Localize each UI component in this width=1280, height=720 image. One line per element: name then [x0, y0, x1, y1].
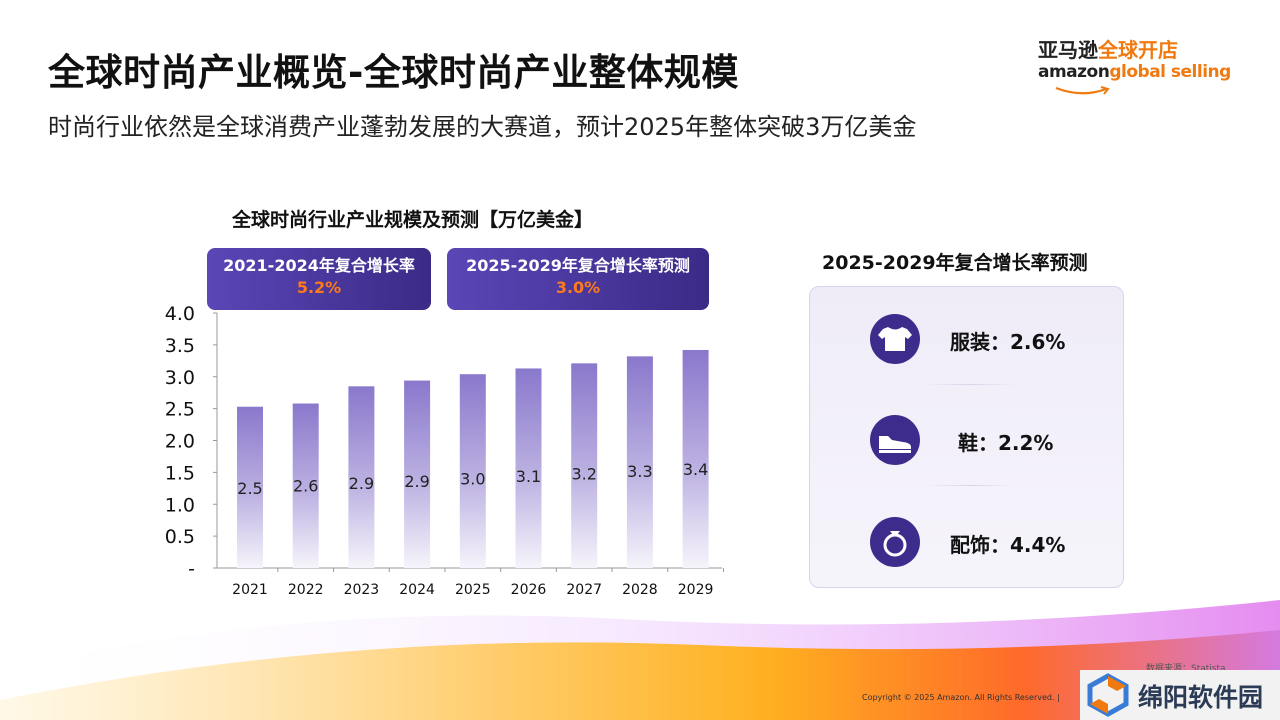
shoe-icon: [870, 415, 920, 465]
bar-2029: [682, 349, 709, 568]
data-label: 3.4: [683, 460, 708, 479]
bar-2023: [348, 386, 375, 568]
x-tick-label: 2026: [511, 582, 547, 598]
watermark-text: 绵阳软件园: [1138, 683, 1264, 712]
bar-chart: - 0.5 1.0 1.5 2.0 2.5 3.0 3.5 4.0 2.5 2021 2.6 2022…: [165, 303, 724, 598]
y-tick-label: 1.0: [165, 494, 195, 516]
category-cagr-panel: 服装：2.6% 鞋：2.2% 配饰：4.4%: [809, 286, 1124, 588]
y-tick-label: 2.5: [165, 399, 195, 421]
x-tick-label: 2021: [232, 582, 268, 598]
x-tick-label: 2027: [566, 582, 602, 598]
category-label: 配饰：4.4%: [950, 533, 1066, 557]
y-tick-label: 2.0: [165, 431, 195, 453]
bar-2021: [237, 406, 263, 568]
data-label: 3.1: [516, 467, 541, 486]
ring-icon: [870, 517, 920, 567]
y-tick-label: -: [188, 558, 195, 580]
logo-en-part1: amazon: [1038, 62, 1110, 82]
x-tick-label: 2028: [622, 582, 658, 598]
divider: [925, 485, 1015, 486]
page-subtitle: 时尚行业依然是全球消费产业蓬勃发展的大赛道，预计2025年整体突破3万亿美金: [48, 113, 917, 141]
watermark-logo-icon: [1087, 673, 1129, 717]
category-item-shoes: 鞋：2.2%: [810, 410, 1123, 470]
x-tick-label: 2029: [678, 582, 714, 598]
logo-en-part2: global selling: [1109, 62, 1231, 82]
cagr-label: 2025-2029年复合增长率预测: [466, 256, 690, 275]
chart-title: 全球时尚行业产业规模及预测【万亿美金】: [232, 209, 594, 231]
y-tick-label: 1.5: [165, 462, 195, 484]
x-tick-label: 2022: [288, 582, 324, 598]
data-label: 2.9: [404, 472, 429, 491]
bar-2026: [515, 368, 542, 568]
cagr-box-2021-2024: 2021-2024年复合增长率 5.2%: [207, 248, 431, 310]
cagr-box-2025-2029: 2025-2029年复合增长率预测 3.0%: [447, 248, 709, 310]
data-label: 3.2: [571, 465, 596, 484]
cagr-value: 3.0%: [555, 278, 601, 297]
y-tick-label: 0.5: [165, 526, 195, 548]
divider: [925, 384, 1015, 385]
data-label: 2.6: [293, 477, 318, 496]
y-tick-label: 3.0: [165, 367, 195, 389]
data-label: 3.3: [627, 462, 652, 481]
category-label: 服装：2.6%: [950, 330, 1066, 354]
bar-2025: [459, 374, 486, 568]
right-panel-title: 2025-2029年复合增长率预测: [822, 252, 1088, 274]
bar-2027: [571, 363, 598, 568]
data-label: 3.0: [460, 469, 485, 488]
copyright: Copyright © 2025 Amazon. All Rights Rese…: [862, 693, 1060, 702]
y-tick-label: 3.5: [165, 335, 195, 357]
tshirt-icon: [870, 314, 920, 364]
data-label: 2.5: [237, 479, 262, 498]
x-tick-label: 2024: [399, 582, 435, 598]
category-label: 鞋：2.2%: [958, 431, 1054, 455]
x-tick-label: 2025: [455, 582, 491, 598]
logo-cn-part1: 亚马逊: [1038, 38, 1098, 62]
bar-2022: [292, 403, 319, 568]
amazon-smile-icon: [1055, 86, 1110, 95]
data-label: 2.9: [349, 474, 374, 493]
bar-2028: [626, 356, 653, 568]
category-item-apparel: 服装：2.6%: [810, 309, 1123, 369]
amazon-global-selling-logo: 亚马逊全球开店 amazonglobal selling: [1038, 38, 1231, 95]
logo-cn-part2: 全球开店: [1098, 38, 1178, 62]
category-item-accessories: 配饰：4.4%: [810, 512, 1123, 572]
cagr-label: 2021-2024年复合增长率: [223, 256, 415, 275]
page-title: 全球时尚产业概览-全球时尚产业整体规模: [48, 51, 739, 94]
x-tick-label: 2023: [344, 582, 380, 598]
site-watermark: 绵阳软件园: [1080, 670, 1280, 720]
y-tick-label: 4.0: [165, 303, 195, 325]
cagr-value: 5.2%: [296, 278, 342, 297]
data-source: 数据来源：Statista: [1146, 664, 1226, 674]
decorative-wave: [0, 600, 1280, 720]
bar-2024: [404, 380, 431, 568]
